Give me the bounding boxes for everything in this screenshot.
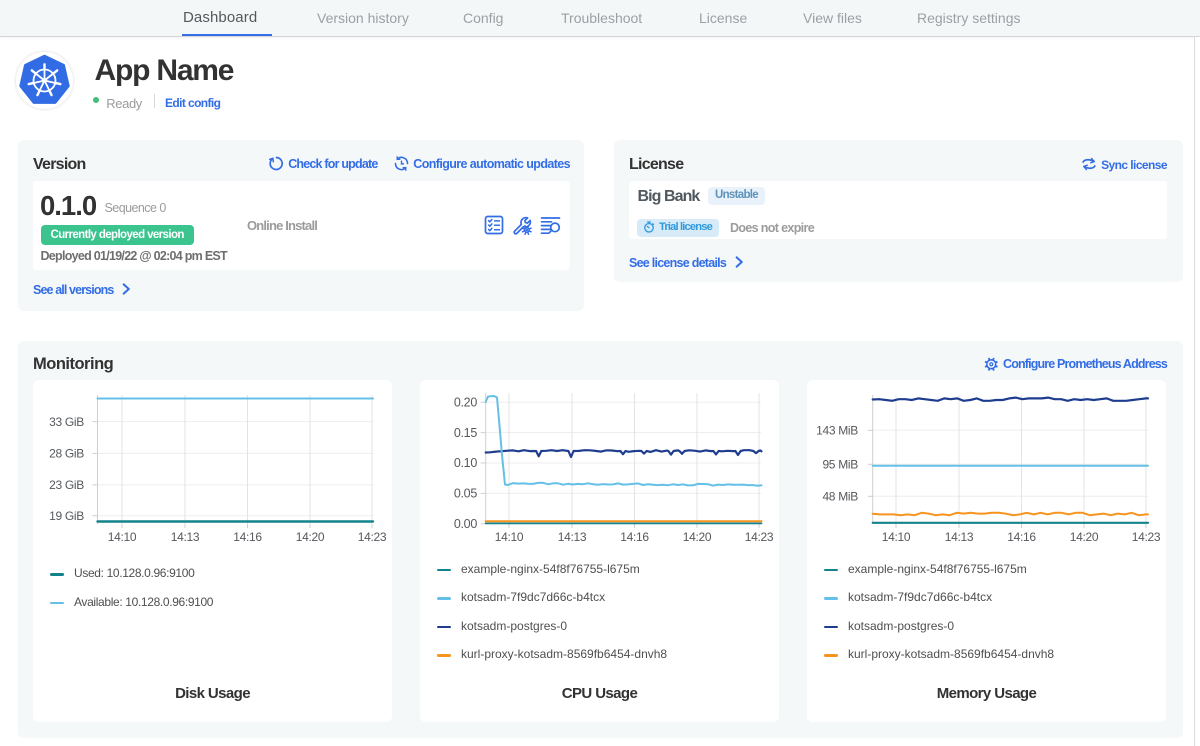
svg-text:33 GiB: 33 GiB — [49, 415, 84, 429]
svg-text:14:13: 14:13 — [171, 530, 200, 544]
svg-text:0.05: 0.05 — [454, 487, 477, 501]
svg-text:14:16: 14:16 — [620, 530, 649, 544]
svg-text:95 MiB: 95 MiB — [822, 458, 858, 472]
svg-text:19 GiB: 19 GiB — [49, 509, 84, 523]
svg-text:14:16: 14:16 — [233, 530, 262, 544]
svg-text:14:20: 14:20 — [296, 530, 325, 544]
svg-text:14:10: 14:10 — [108, 530, 137, 544]
svg-text:14:23: 14:23 — [358, 530, 387, 544]
svg-text:14:10: 14:10 — [495, 530, 524, 544]
svg-text:14:20: 14:20 — [683, 530, 712, 544]
svg-text:0.00: 0.00 — [454, 517, 477, 531]
svg-text:143 MiB: 143 MiB — [816, 424, 858, 438]
svg-text:14:23: 14:23 — [745, 530, 774, 544]
svg-text:28 GiB: 28 GiB — [49, 447, 84, 461]
svg-text:0.20: 0.20 — [454, 395, 477, 409]
svg-text:14:20: 14:20 — [1070, 530, 1099, 544]
svg-text:0.10: 0.10 — [454, 456, 477, 470]
svg-text:14:16: 14:16 — [1007, 530, 1036, 544]
svg-text:14:23: 14:23 — [1132, 530, 1161, 544]
svg-text:14:13: 14:13 — [558, 530, 587, 544]
svg-text:14:13: 14:13 — [945, 530, 974, 544]
svg-text:0.15: 0.15 — [454, 426, 477, 440]
svg-text:14:10: 14:10 — [882, 530, 911, 544]
svg-text:48 MiB: 48 MiB — [822, 490, 858, 504]
svg-text:23 GiB: 23 GiB — [49, 478, 84, 492]
